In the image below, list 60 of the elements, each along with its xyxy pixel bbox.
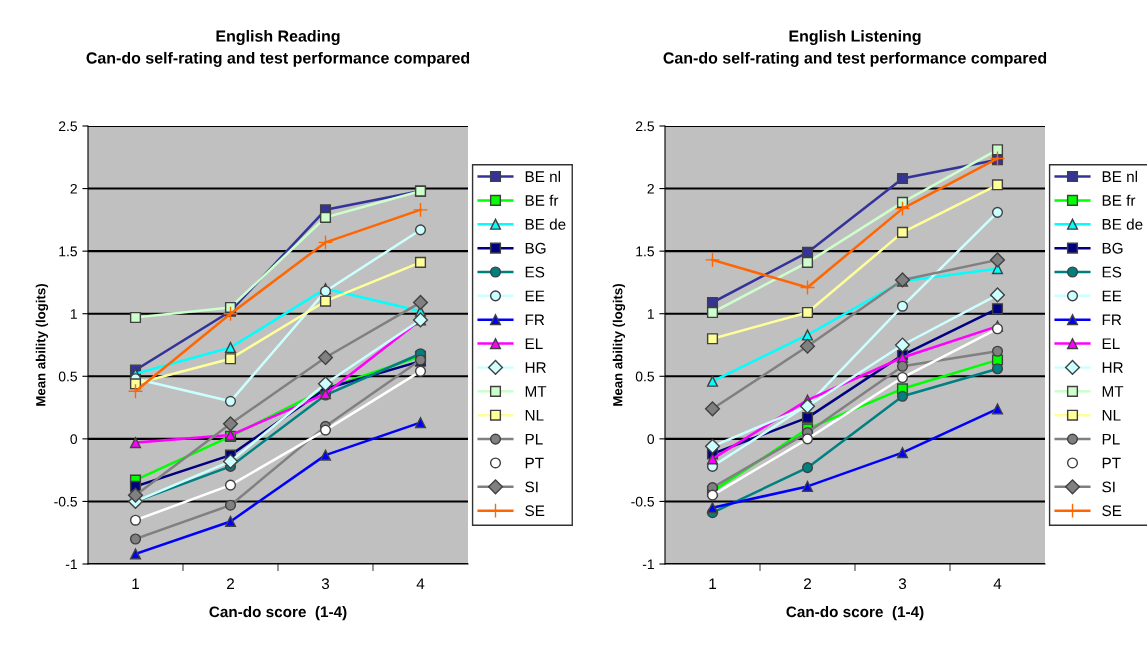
legend-label: EL (1102, 338, 1120, 349)
legend-label: BG (525, 242, 546, 254)
y-tick-label: 0 (647, 434, 655, 445)
y-tick-label: 2 (647, 183, 654, 194)
y-tick-label: 1 (70, 309, 77, 319)
y-tick-label: 0.5 (635, 371, 654, 382)
legend-label: BE de (525, 218, 566, 230)
legend-label: NL (525, 410, 544, 421)
y-tick-label: 0 (70, 434, 78, 445)
x-tick-label: 3 (898, 578, 907, 590)
y-tick-label: -0.5 (54, 496, 77, 507)
y-axis-title: Mean ability (logits) (612, 284, 626, 406)
legend-label: PL (525, 433, 543, 445)
x-tick-label: 2 (227, 578, 234, 589)
legend-label: NL (1102, 410, 1121, 421)
legend-label: ES (1102, 266, 1122, 278)
x-axis-title: Can-do score (1-4) (209, 606, 347, 621)
x-tick-label: 4 (416, 578, 425, 589)
legend-label: MT (1102, 386, 1124, 397)
legend-label: EL (525, 338, 543, 349)
legend-label: MT (525, 386, 547, 397)
legend-label: SE (1102, 505, 1122, 517)
y-tick-label: 2.5 (58, 121, 77, 132)
x-tick-label: 2 (804, 578, 811, 589)
legend-label: FR (525, 314, 545, 326)
legend-label: SI (525, 481, 538, 493)
legend-label: BE de (1102, 218, 1143, 230)
y-tick-label: -1 (65, 559, 77, 570)
legend-label: SE (525, 505, 545, 517)
y-axis-title: Mean ability (logits) (35, 284, 49, 406)
chart-title: English Reading Can-do self-rating and test performance compared (86, 30, 470, 67)
legend-label: HR (1102, 362, 1123, 373)
x-tick-label: 4 (993, 578, 1002, 589)
legend-label: BG (1102, 242, 1123, 254)
legend-label: BE nl (525, 170, 561, 182)
chart-title: English Listening Can-do self-rating and test performance compared (663, 30, 1047, 67)
legend-label: SI (1102, 481, 1115, 493)
legend-label: BE fr (525, 194, 559, 206)
legend-label: HR (525, 362, 546, 373)
legend-label: ES (525, 266, 545, 278)
x-tick-label: 1 (132, 578, 139, 589)
y-tick-label: 2.5 (635, 121, 654, 132)
legend-label: PL (1102, 433, 1120, 445)
y-tick-label: 1.5 (636, 246, 654, 257)
legend-label: PT (525, 457, 544, 469)
x-axis-title: Can-do score (1-4) (786, 606, 924, 621)
legend-label: EE (1102, 290, 1122, 302)
y-tick-label: 1 (647, 309, 654, 319)
legend-label: BE fr (1102, 194, 1136, 206)
x-tick-label: 1 (709, 578, 716, 589)
legend-label: FR (1102, 314, 1122, 326)
legend-label: BE nl (1102, 170, 1138, 182)
x-tick-label: 3 (321, 578, 330, 590)
y-tick-label: 2 (70, 183, 77, 194)
y-tick-label: -1 (642, 559, 654, 570)
legend-label: EE (525, 290, 545, 302)
y-tick-label: 1.5 (59, 246, 77, 257)
y-tick-label: 0.5 (58, 371, 77, 382)
legend-label: PT (1102, 457, 1121, 469)
y-tick-label: -0.5 (631, 496, 654, 507)
